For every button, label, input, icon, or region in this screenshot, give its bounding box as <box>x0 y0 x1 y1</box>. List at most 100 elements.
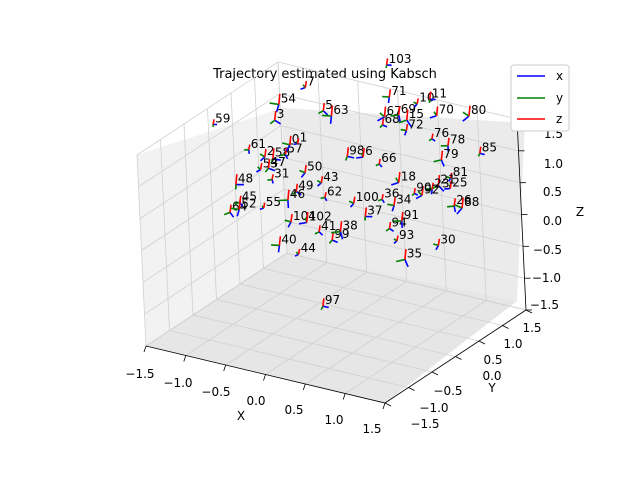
pose-frame: 92 <box>415 182 439 200</box>
pose-z-axis <box>401 211 404 222</box>
y-tick-mark <box>384 402 392 407</box>
pose-y-axis <box>267 178 273 181</box>
pose-z-axis <box>381 194 384 200</box>
pose-frame: 85 <box>477 140 497 157</box>
x-tick-label: 0.0 <box>246 394 265 408</box>
pose-y-axis <box>462 111 470 117</box>
pose-x-axis <box>415 194 423 200</box>
pose-label: 44 <box>301 241 316 255</box>
pose-frame: 55 <box>259 195 281 211</box>
pose-z-axis <box>320 176 324 184</box>
pose-z-axis <box>248 144 251 150</box>
pose-x-axis <box>456 207 463 215</box>
pose-label: 43 <box>323 170 338 184</box>
pose-frame: 37 <box>364 204 383 221</box>
pose-y-axis <box>411 192 415 197</box>
y-tick-mark <box>455 356 462 360</box>
x-tick-label: 1.5 <box>362 422 381 436</box>
pose-label: 45 <box>242 189 257 203</box>
pose-frame: 70 <box>429 103 454 119</box>
pose-frame: 90 <box>411 180 431 197</box>
y-tick-mark <box>502 325 509 329</box>
y-axis-label: Y <box>487 381 496 395</box>
pose-frame: 31 <box>267 167 289 184</box>
pose-y-axis <box>385 227 390 232</box>
x-axis-label: X <box>237 409 245 423</box>
pose-label: 47 <box>271 155 286 169</box>
pose-z-axis <box>339 221 343 232</box>
pose-frame: 76 <box>428 126 449 142</box>
pose-x-axis <box>429 114 437 119</box>
pose-z-axis <box>468 105 471 117</box>
pose-z-axis <box>388 221 392 229</box>
pose-x-axis <box>275 104 280 113</box>
pose-x-axis <box>271 179 274 184</box>
pose-label: 72 <box>408 118 423 132</box>
pose-z-axis <box>421 186 424 196</box>
pose-x-axis <box>287 221 292 228</box>
axis-lines <box>143 118 533 410</box>
pose-label: 91 <box>404 208 419 222</box>
pose-frame: 15 <box>398 107 424 128</box>
pose-label: 97 <box>325 293 340 307</box>
x-tick-mark <box>302 383 306 391</box>
pose-label: 41 <box>321 219 336 233</box>
pose-frame: 91 <box>393 208 419 228</box>
pose-z-axis <box>431 182 434 190</box>
pose-frame: 57 <box>279 141 303 160</box>
pose-label: 30 <box>440 232 455 246</box>
pose-frame: 66 <box>375 151 396 168</box>
pose-z-axis <box>262 202 266 209</box>
x-tick-mark <box>382 402 386 410</box>
pose-label: 6 <box>365 144 373 158</box>
pose-z-axis <box>295 183 299 192</box>
pose-frame: 34 <box>387 192 411 212</box>
pose-y-axis <box>433 159 442 163</box>
pose-frame: 54 <box>269 91 296 113</box>
y-tick-label: −1.0 <box>419 401 448 415</box>
pose-x-axis <box>389 227 395 232</box>
pose-frame: 46 <box>278 187 305 209</box>
pose-x-axis <box>300 86 306 91</box>
pose-z-axis <box>440 150 444 160</box>
pose-x-axis <box>430 189 433 195</box>
pose-label: 98 <box>349 143 364 157</box>
pose-x-axis <box>295 190 302 196</box>
pose-label: 57 <box>287 141 302 155</box>
z-tick-label: −1.0 <box>532 271 561 285</box>
pose-frame: 71 <box>382 84 407 104</box>
pose-frame: 45 <box>234 189 257 207</box>
pose-z-axis <box>435 106 439 116</box>
pose-y-axis <box>377 198 383 202</box>
pose-frame: 43 <box>316 170 339 187</box>
pose-frame: 38 <box>331 219 358 240</box>
z-axis-label: Z <box>576 205 584 219</box>
pose-frame: 88 <box>454 195 479 215</box>
pose-label: 92 <box>424 182 439 196</box>
left-pane <box>137 108 287 346</box>
x-tick-mark <box>223 364 227 372</box>
pose-x-axis <box>331 239 339 244</box>
pose-z-axis <box>235 174 238 185</box>
pose-z-axis <box>396 235 399 241</box>
pose-label: 31 <box>274 167 289 181</box>
pose-z-axis <box>238 200 241 210</box>
pose-y-axis <box>328 239 333 244</box>
pose-z-axis <box>271 174 274 180</box>
pose-label: 5 <box>325 98 333 112</box>
pose-y-axis <box>259 153 266 158</box>
pose-y-axis <box>375 163 380 167</box>
back-grid-line <box>277 61 518 120</box>
pose-frame: 63 <box>321 103 349 124</box>
pose-y-axis <box>387 203 395 207</box>
pose-label: 93 <box>399 228 414 242</box>
pose-y-axis <box>282 142 290 146</box>
pose-y-axis <box>318 110 324 115</box>
pose-markers: 5964547361258570156353473150484552554946… <box>212 52 497 311</box>
pose-x-axis <box>403 130 408 136</box>
pose-label: 90 <box>416 180 431 194</box>
left-grid-line <box>138 93 280 188</box>
pose-frame: 61 <box>244 137 266 154</box>
y-tick-label: −0.5 <box>433 384 462 398</box>
pose-z-axis <box>330 105 334 116</box>
